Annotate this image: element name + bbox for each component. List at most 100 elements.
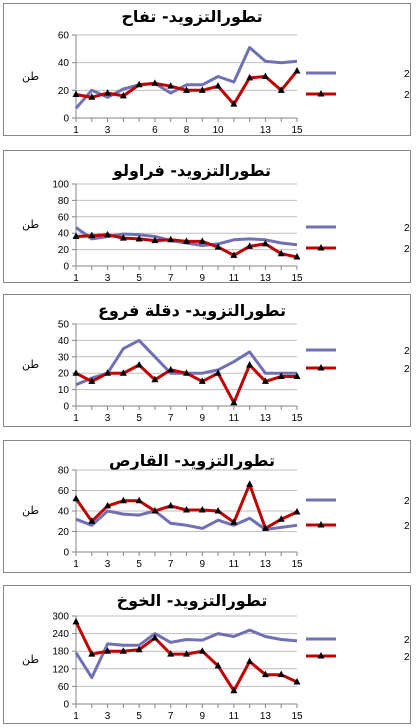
y-tick-label: 180 bbox=[52, 647, 69, 658]
data-point-marker bbox=[277, 86, 285, 93]
y-tick-label: 80 bbox=[58, 196, 70, 207]
y-tick-label: 20 bbox=[58, 245, 70, 256]
x-tick-label: 15 bbox=[291, 273, 303, 282]
data-point-marker bbox=[214, 661, 222, 669]
x-tick-label: 7 bbox=[168, 413, 174, 424]
x-tick-label: 5 bbox=[136, 711, 142, 722]
data-point-marker bbox=[198, 647, 206, 654]
chart-title: تطورالتزويد- فراولو bbox=[112, 161, 272, 180]
legend-label-2016: الكمية 2016 bbox=[404, 69, 410, 80]
data-point-marker bbox=[261, 524, 269, 531]
chart-title: تطورالتزويد- الخوخ bbox=[116, 591, 268, 610]
y-tick-label: 80 bbox=[58, 466, 70, 477]
x-tick-label: 1 bbox=[73, 559, 79, 570]
data-point-marker bbox=[183, 505, 190, 513]
data-point-marker bbox=[246, 657, 254, 664]
data-point-marker bbox=[277, 515, 285, 522]
x-tick-label: 13 bbox=[260, 273, 272, 282]
data-point-marker bbox=[293, 678, 301, 685]
x-tick-label: 6 bbox=[152, 125, 158, 135]
x-tick-label: 11 bbox=[229, 273, 240, 282]
data-point-marker bbox=[277, 670, 285, 678]
y-tick-label: 120 bbox=[52, 664, 69, 675]
x-tick-label: 9 bbox=[200, 711, 206, 722]
chart-panel: تطورالتزويد- الخوخ طن 0 60 120 180 240 300 1 3 5 7 9… bbox=[3, 585, 411, 724]
y-tick-label: 60 bbox=[58, 212, 70, 223]
data-point-marker bbox=[167, 82, 175, 89]
y-tick-label: 20 bbox=[58, 86, 70, 97]
data-point-marker bbox=[151, 634, 159, 641]
data-point-marker bbox=[261, 72, 269, 79]
data-point-marker bbox=[72, 90, 80, 97]
line-chart: 02040608010013579111315الكمية 2016الكمية… bbox=[52, 180, 410, 283]
data-point-marker bbox=[246, 73, 254, 81]
legend-label-2017: الكمية 2017 bbox=[404, 521, 410, 532]
data-point-marker bbox=[135, 645, 143, 653]
y-tick-label: 100 bbox=[52, 180, 69, 191]
y-axis-label: طن bbox=[22, 505, 40, 517]
series-line-2016 bbox=[74, 628, 298, 680]
y-tick-label: 40 bbox=[58, 229, 70, 240]
x-tick-label: 7 bbox=[168, 559, 174, 570]
x-tick-label: 11 bbox=[229, 413, 240, 424]
y-axis-label: طن bbox=[22, 359, 40, 371]
x-tick-label: 1 bbox=[73, 413, 79, 424]
x-tick-label: 15 bbox=[291, 413, 303, 424]
line-chart: 02040608013579111315الكمية 2016الكمية 20… bbox=[58, 466, 410, 571]
x-tick-label: 1 bbox=[73, 125, 79, 135]
data-point-marker bbox=[230, 398, 238, 406]
x-tick-label: 15 bbox=[291, 711, 303, 722]
legend-label-2016: الكمية 2016 bbox=[404, 635, 410, 646]
legend-label-2016: الكمية 2016 bbox=[404, 346, 410, 357]
x-tick-label: 9 bbox=[200, 413, 206, 424]
chart-panel: تطورالتزويد- فراولو طن 0 20 40 60 80 100 1 3 5 7 9 11… bbox=[3, 150, 411, 283]
data-point-marker bbox=[104, 647, 112, 654]
x-tick-label: 3 bbox=[105, 711, 111, 722]
x-tick-label: 1 bbox=[73, 273, 79, 282]
x-tick-label: 7 bbox=[168, 711, 174, 722]
data-point-marker bbox=[119, 369, 127, 376]
data-point-marker bbox=[230, 686, 238, 694]
data-point-marker bbox=[88, 231, 96, 239]
data-point-marker bbox=[104, 369, 112, 376]
x-tick-label: 15 bbox=[291, 125, 303, 135]
data-point-marker bbox=[88, 517, 96, 524]
x-tick-label: 9 bbox=[200, 559, 206, 570]
x-tick-label: 11 bbox=[229, 711, 240, 722]
x-tick-label: 5 bbox=[136, 413, 142, 424]
chart-panel: تطورالتزويد- تفاحطن02040601368101315الكم… bbox=[3, 3, 411, 136]
x-tick-label: 5 bbox=[136, 273, 142, 282]
legend-label-2017: الكمية 2017 bbox=[404, 244, 410, 255]
x-tick-label: 3 bbox=[105, 125, 111, 135]
data-point-marker bbox=[198, 237, 206, 244]
data-point-marker bbox=[88, 377, 96, 384]
data-point-marker bbox=[151, 375, 159, 383]
data-point-marker bbox=[72, 369, 80, 376]
legend-label-2017: الكمية 2017 bbox=[404, 90, 410, 101]
x-tick-label: 8 bbox=[184, 125, 190, 135]
line-chart: 06012018024030013579111315الكمية 2016الك… bbox=[52, 612, 410, 723]
legend-label-2016: الكمية 2016 bbox=[404, 223, 410, 234]
data-point-marker bbox=[277, 249, 285, 257]
data-point-marker bbox=[135, 80, 143, 88]
y-tick-label: 0 bbox=[63, 114, 69, 125]
legend-label-2016: الكمية 2016 bbox=[404, 496, 410, 507]
y-tick-label: 40 bbox=[58, 507, 70, 518]
data-point-marker bbox=[293, 66, 301, 74]
data-point-marker bbox=[167, 501, 175, 509]
legend-label-2017: الكمية 2017 bbox=[404, 652, 410, 663]
data-point-marker bbox=[261, 377, 269, 384]
x-tick-label: 11 bbox=[229, 559, 240, 570]
data-point-marker bbox=[167, 235, 175, 243]
y-tick-label: 10 bbox=[58, 385, 70, 396]
series-line-2016 bbox=[75, 509, 298, 531]
y-tick-label: 40 bbox=[58, 58, 70, 69]
legend-marker-2017 bbox=[317, 90, 325, 97]
data-point-marker bbox=[214, 369, 222, 376]
x-tick-label: 3 bbox=[105, 413, 111, 424]
data-point-marker bbox=[230, 251, 238, 258]
data-point-marker bbox=[246, 242, 254, 249]
data-point-marker bbox=[198, 505, 206, 513]
data-point-marker bbox=[135, 234, 143, 242]
x-tick-label: 13 bbox=[260, 559, 272, 570]
